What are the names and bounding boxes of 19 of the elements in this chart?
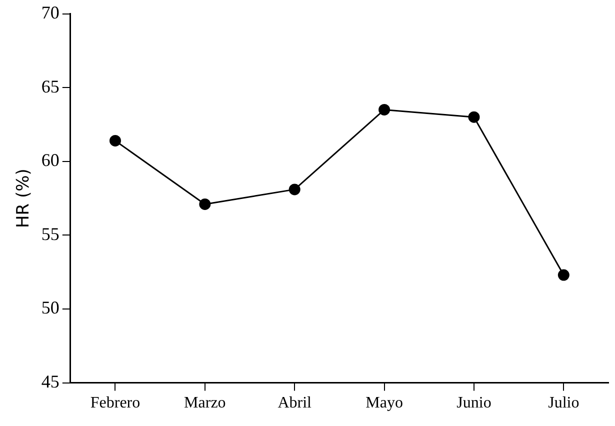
x-tick-label: Julio (548, 394, 580, 412)
x-tick-label: Marzo (184, 394, 226, 412)
x-tick-label: Mayo (366, 394, 403, 412)
point (288, 184, 300, 196)
point (378, 104, 390, 116)
x-tick-label: Junio (456, 394, 492, 412)
y-axis-title: HR (%) (14, 168, 34, 228)
y-tick-label: 65 (41, 76, 60, 96)
y-tick-label: 45 (41, 372, 60, 392)
x-tick-label: Febrero (90, 394, 140, 412)
y-tick-label: 70 (41, 2, 60, 23)
point (199, 198, 211, 210)
y-tick-label: 50 (41, 298, 60, 318)
point (109, 134, 121, 146)
y-tick-label: 60 (41, 150, 60, 170)
y-tick-label: 55 (41, 224, 60, 244)
point (468, 111, 480, 123)
point (558, 269, 570, 281)
x-tick-label: Abril (278, 394, 312, 412)
